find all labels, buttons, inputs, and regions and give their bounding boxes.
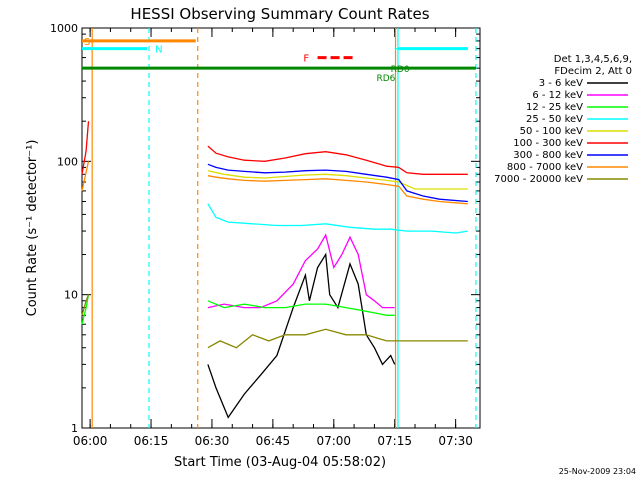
x-axis-label: Start Time (03-Aug-04 05:58:02) [174, 455, 386, 470]
series-line [207, 252, 396, 419]
x-tick-label: 06:00 [73, 434, 108, 448]
chart-title: HESSI Observing Summary Count Rates [130, 5, 429, 23]
y-tick-label: 1 [71, 422, 78, 435]
series-line [207, 145, 468, 175]
series-line [81, 161, 90, 192]
series-line [207, 170, 468, 190]
y-axis-label: Count Rate (s⁻¹ detector⁻¹) [25, 140, 40, 317]
y-tick-label: 10 [64, 289, 78, 302]
plot-frame [81, 27, 481, 429]
legend-entry: 800 - 7000 keV [507, 162, 583, 173]
legend-entry: 6 - 12 keV [532, 90, 583, 101]
legend-entry: 300 - 800 keV [513, 150, 583, 161]
legend: Det 1,3,4,5,6,9,FDecim 2, Att 03 - 6 keV… [494, 54, 632, 185]
legend-header: FDecim 2, Att 0 [554, 66, 632, 77]
series-line [207, 175, 468, 205]
plot-annotation: RD6 [376, 74, 395, 84]
x-tick-label: 06:30 [195, 434, 230, 448]
legend-entry: 100 - 300 keV [513, 138, 583, 149]
x-tick-label: 06:45 [256, 434, 291, 448]
legend-entry: 7000 - 20000 keV [494, 174, 583, 185]
y-tick-label: 1000 [50, 22, 78, 35]
plot-area: 1 10 100 1000 06:00 06:15 06:30 06:45 07:00 07:15… [50, 22, 481, 448]
series-line [207, 300, 395, 316]
series-line [81, 294, 90, 316]
x-tick-label: 06:15 [134, 434, 169, 448]
series-line [81, 121, 90, 175]
x-tick-label: 07:30 [438, 434, 473, 448]
flag-label: N [155, 45, 162, 56]
legend-entry: 25 - 50 keV [526, 114, 583, 125]
y-tick-label: 100 [57, 155, 78, 168]
plot-annotation: RD0 [391, 65, 410, 75]
footer-timestamp: 25-Nov-2009 23:04 [559, 467, 636, 476]
series-line [207, 328, 468, 349]
legend-header: Det 1,3,4,5,6,9, [554, 54, 632, 65]
x-tick-label: 07:00 [316, 434, 351, 448]
legend-entry: 50 - 100 keV [520, 126, 584, 137]
x-tick-label: 07:15 [377, 434, 412, 448]
legend-entry: 3 - 6 keV [539, 78, 583, 89]
series-line [207, 163, 468, 203]
series-line [207, 233, 395, 309]
flag-label: F [303, 54, 309, 65]
series-line [207, 203, 468, 234]
series-line [81, 294, 90, 325]
flag-label: S [84, 37, 90, 48]
legend-entry: 12 - 25 keV [526, 102, 583, 113]
